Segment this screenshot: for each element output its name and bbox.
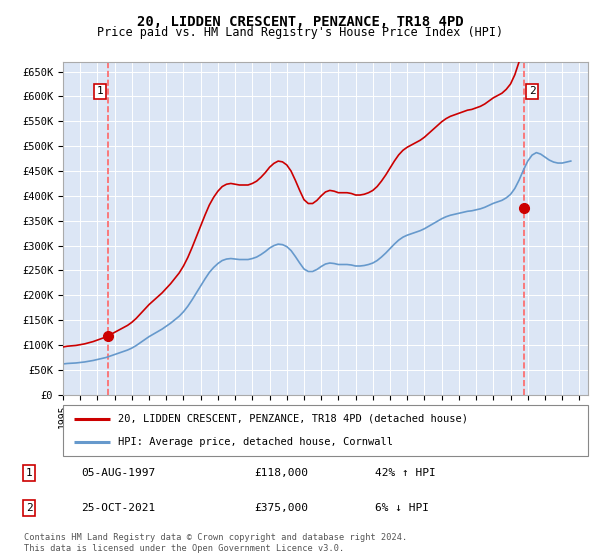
- Text: 42% ↑ HPI: 42% ↑ HPI: [375, 468, 436, 478]
- Text: 2: 2: [529, 86, 536, 96]
- Text: Contains HM Land Registry data © Crown copyright and database right 2024.
This d: Contains HM Land Registry data © Crown c…: [24, 533, 407, 553]
- Text: 25-OCT-2021: 25-OCT-2021: [81, 503, 155, 513]
- Text: 1: 1: [26, 468, 32, 478]
- Text: 20, LIDDEN CRESCENT, PENZANCE, TR18 4PD (detached house): 20, LIDDEN CRESCENT, PENZANCE, TR18 4PD …: [118, 414, 468, 424]
- Text: 2: 2: [26, 503, 32, 513]
- Text: 1: 1: [97, 86, 103, 96]
- Text: 05-AUG-1997: 05-AUG-1997: [81, 468, 155, 478]
- FancyBboxPatch shape: [63, 405, 588, 456]
- Text: Price paid vs. HM Land Registry's House Price Index (HPI): Price paid vs. HM Land Registry's House …: [97, 26, 503, 39]
- Text: 6% ↓ HPI: 6% ↓ HPI: [375, 503, 429, 513]
- Text: HPI: Average price, detached house, Cornwall: HPI: Average price, detached house, Corn…: [118, 437, 393, 447]
- Text: £118,000: £118,000: [254, 468, 308, 478]
- Text: £375,000: £375,000: [254, 503, 308, 513]
- Text: 20, LIDDEN CRESCENT, PENZANCE, TR18 4PD: 20, LIDDEN CRESCENT, PENZANCE, TR18 4PD: [137, 15, 463, 29]
